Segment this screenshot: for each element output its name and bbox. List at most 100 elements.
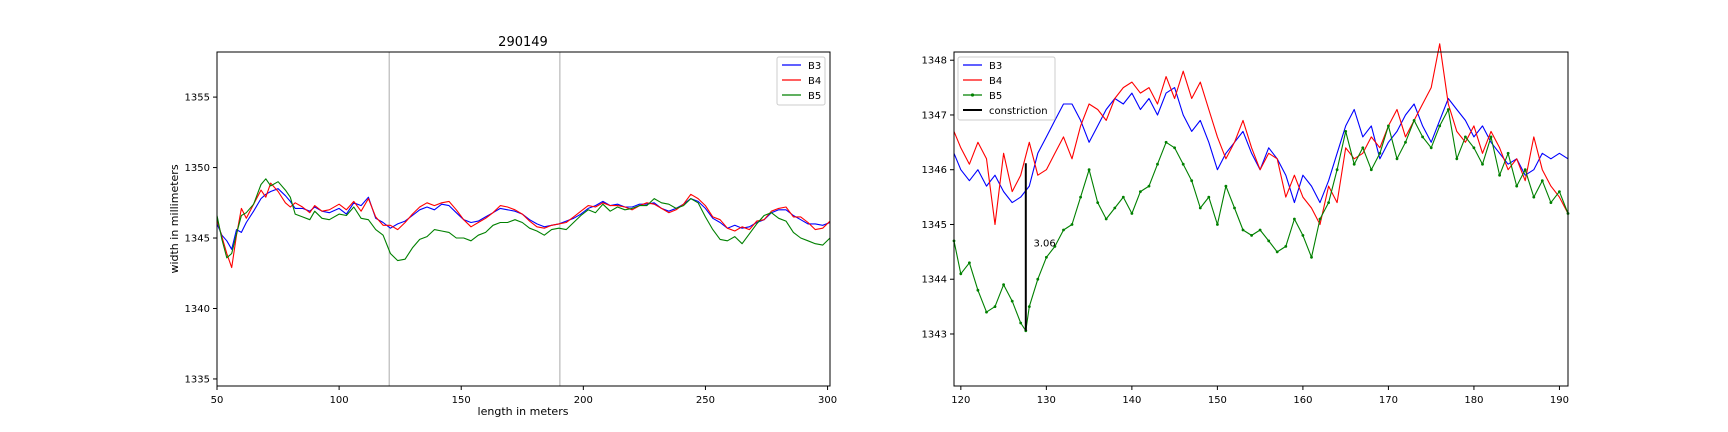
right-point-b5	[1096, 201, 1100, 205]
left-series-b5	[216, 178, 831, 262]
left-x-tick-label: 300	[818, 395, 837, 406]
right-point-b5	[1558, 190, 1561, 194]
left-x-tick-label: 200	[574, 395, 593, 406]
right-y-tick-label: 1346	[922, 165, 947, 176]
right-point-b5	[1438, 124, 1442, 128]
right-point-b5	[1087, 168, 1091, 172]
right-point-b5	[1498, 173, 1501, 177]
right-legend-label-b5: B5	[989, 91, 1002, 102]
right-point-b5	[1532, 195, 1536, 199]
right-y-tick-label: 1347	[922, 110, 947, 121]
right-point-b5	[1515, 184, 1519, 188]
right-point-b5	[1045, 255, 1048, 259]
right-point-b5	[1062, 228, 1065, 232]
right-point-b5	[1327, 201, 1330, 205]
right-point-b5	[1258, 228, 1262, 232]
left-legend: B3 B4 B5	[776, 56, 826, 106]
left-y-tick-label: 1340	[185, 304, 210, 315]
left-x-tick-label: 150	[452, 395, 471, 406]
right-legend: B3 B4 B5 constriction	[957, 56, 1056, 121]
right-point-b5	[1549, 201, 1553, 205]
right-plot-frame	[953, 51, 1569, 387]
right-point-b5	[1027, 305, 1031, 308]
right-point-b5	[985, 310, 988, 314]
right-point-b5	[1421, 135, 1424, 139]
right-point-b5	[1506, 151, 1510, 155]
right-point-b5	[1455, 157, 1459, 161]
right-y-tick-label: 1344	[922, 275, 947, 286]
right-point-b5	[1233, 206, 1236, 210]
right-point-b5	[1113, 206, 1117, 210]
right-point-b5	[1489, 135, 1493, 139]
left-x-tick-label: 250	[696, 395, 715, 406]
right-legend-label-b3: B3	[989, 61, 1002, 72]
right-point-b5	[1036, 277, 1040, 281]
right-point-b5	[1121, 195, 1125, 199]
left-x-tick-label: 100	[330, 395, 349, 406]
right-point-b5	[1344, 130, 1348, 133]
left-y-axis-label: width in millimeters	[168, 164, 181, 273]
right-point-b5	[1147, 184, 1151, 188]
right-point-b5	[1104, 217, 1108, 221]
right-x-tick-label: 130	[1037, 395, 1056, 406]
right-point-b5	[1173, 146, 1176, 150]
right-point-b5	[1181, 162, 1185, 166]
right-point-b5	[1207, 195, 1211, 199]
right-point-b5	[1275, 250, 1279, 254]
right-x-tick-label: 160	[1293, 395, 1312, 406]
right-point-b5	[976, 288, 980, 292]
right-y-tick-label: 1345	[922, 220, 947, 231]
right-annotations: 3.06	[1034, 238, 1056, 249]
right-point-b5	[1284, 245, 1288, 248]
right-point-b5	[1361, 146, 1365, 150]
left-y-tick-label: 1345	[185, 234, 210, 245]
right-point-b5	[993, 305, 997, 308]
right-point-b5	[1010, 299, 1014, 303]
right-legend-box	[957, 56, 1056, 121]
right-series-b5	[953, 108, 1569, 332]
right-point-b5	[1318, 217, 1322, 221]
left-y-tick-label: 1350	[185, 163, 210, 174]
right-x-tick-label: 190	[1550, 395, 1569, 406]
right-point-b5	[1190, 179, 1194, 183]
right-point-b5	[1198, 206, 1202, 210]
right-point-b5	[1429, 146, 1433, 150]
right-point-b5	[1293, 217, 1296, 221]
right-point-b5	[1352, 162, 1356, 166]
right-legend-label-constriction: constriction	[989, 106, 1048, 117]
left-legend-label-b5: B5	[808, 91, 821, 102]
left-series-b4	[216, 182, 831, 269]
left-legend-label-b4: B4	[808, 76, 821, 87]
right-point-b5	[1412, 119, 1416, 122]
right-annotation: 3.06	[1034, 238, 1056, 249]
left-legend-label-b3: B3	[808, 61, 821, 72]
right-x-tick-label: 120	[951, 395, 970, 406]
left-x-tick-label: 50	[211, 395, 224, 406]
left-y-tick-label: 1355	[185, 93, 210, 104]
left-vertical-guides	[388, 52, 561, 386]
right-series-lines	[952, 43, 1570, 333]
left-series-b3	[216, 188, 831, 250]
left-chart: 290149 50 100 150 200 250 300 1335 1340 1345 135…	[168, 35, 837, 418]
right-chart: 3.06 120 130 140 150 160 170 180 190 1343134413…	[922, 43, 1570, 406]
right-point-b5	[1481, 162, 1484, 166]
right-point-b5	[1002, 283, 1005, 287]
right-point-b5	[1053, 245, 1057, 248]
right-point-b5	[1224, 184, 1228, 188]
left-chart-title: 290149	[498, 35, 548, 50]
right-point-b5	[1335, 168, 1339, 172]
right-point-b5	[1164, 140, 1168, 144]
left-legend-box	[776, 56, 826, 106]
right-x-tick-label: 150	[1208, 395, 1227, 406]
right-point-b5	[1387, 124, 1390, 128]
right-point-b5	[1395, 157, 1399, 161]
right-legend-marker-b5	[970, 93, 975, 97]
right-x-tick-label: 170	[1379, 395, 1398, 406]
right-y-tick-label: 1343	[922, 329, 947, 340]
right-point-b5	[1216, 223, 1219, 226]
left-y-tick-label: 1335	[185, 374, 210, 385]
left-x-axis-label: length in meters	[478, 405, 569, 418]
right-x-axis-ticks: 120 130 140 150 160 170 180 190	[951, 386, 1569, 406]
right-point-b5	[1019, 321, 1023, 325]
